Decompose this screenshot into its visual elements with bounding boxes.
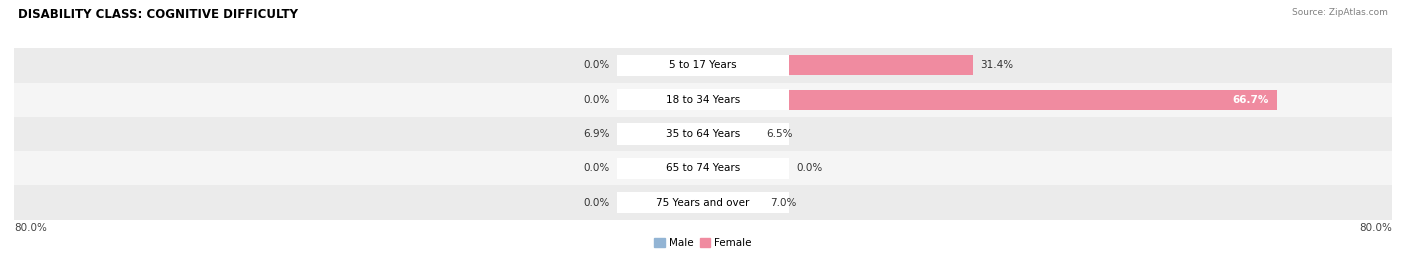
Bar xyxy=(644,124,703,144)
Text: 6.9%: 6.9% xyxy=(583,129,610,139)
Text: 35 to 64 Years: 35 to 64 Years xyxy=(666,129,740,139)
Bar xyxy=(703,193,763,213)
Bar xyxy=(617,55,789,76)
Text: 7.0%: 7.0% xyxy=(770,198,797,208)
Text: 6.5%: 6.5% xyxy=(766,129,793,139)
Text: 75 Years and over: 75 Years and over xyxy=(657,198,749,208)
Bar xyxy=(703,90,1278,110)
Bar xyxy=(703,124,759,144)
Bar xyxy=(617,158,789,179)
Bar xyxy=(14,117,1392,151)
Bar xyxy=(703,55,973,75)
Text: 65 to 74 Years: 65 to 74 Years xyxy=(666,163,740,173)
Bar xyxy=(14,83,1392,117)
Bar xyxy=(617,89,789,110)
Text: 0.0%: 0.0% xyxy=(583,198,610,208)
Bar xyxy=(617,192,789,213)
Bar xyxy=(14,185,1392,220)
Text: Source: ZipAtlas.com: Source: ZipAtlas.com xyxy=(1292,8,1388,17)
Text: 0.0%: 0.0% xyxy=(583,60,610,70)
Text: 31.4%: 31.4% xyxy=(980,60,1014,70)
Text: DISABILITY CLASS: COGNITIVE DIFFICULTY: DISABILITY CLASS: COGNITIVE DIFFICULTY xyxy=(18,8,298,21)
Text: 0.0%: 0.0% xyxy=(583,95,610,105)
Text: 80.0%: 80.0% xyxy=(1360,223,1392,233)
Text: 5 to 17 Years: 5 to 17 Years xyxy=(669,60,737,70)
Text: 18 to 34 Years: 18 to 34 Years xyxy=(666,95,740,105)
Text: 0.0%: 0.0% xyxy=(583,163,610,173)
Bar xyxy=(617,123,789,145)
Bar xyxy=(14,151,1392,185)
Text: 66.7%: 66.7% xyxy=(1233,95,1268,105)
Bar xyxy=(14,48,1392,83)
Text: 0.0%: 0.0% xyxy=(796,163,823,173)
Legend: Male, Female: Male, Female xyxy=(650,234,756,252)
Text: 80.0%: 80.0% xyxy=(14,223,46,233)
